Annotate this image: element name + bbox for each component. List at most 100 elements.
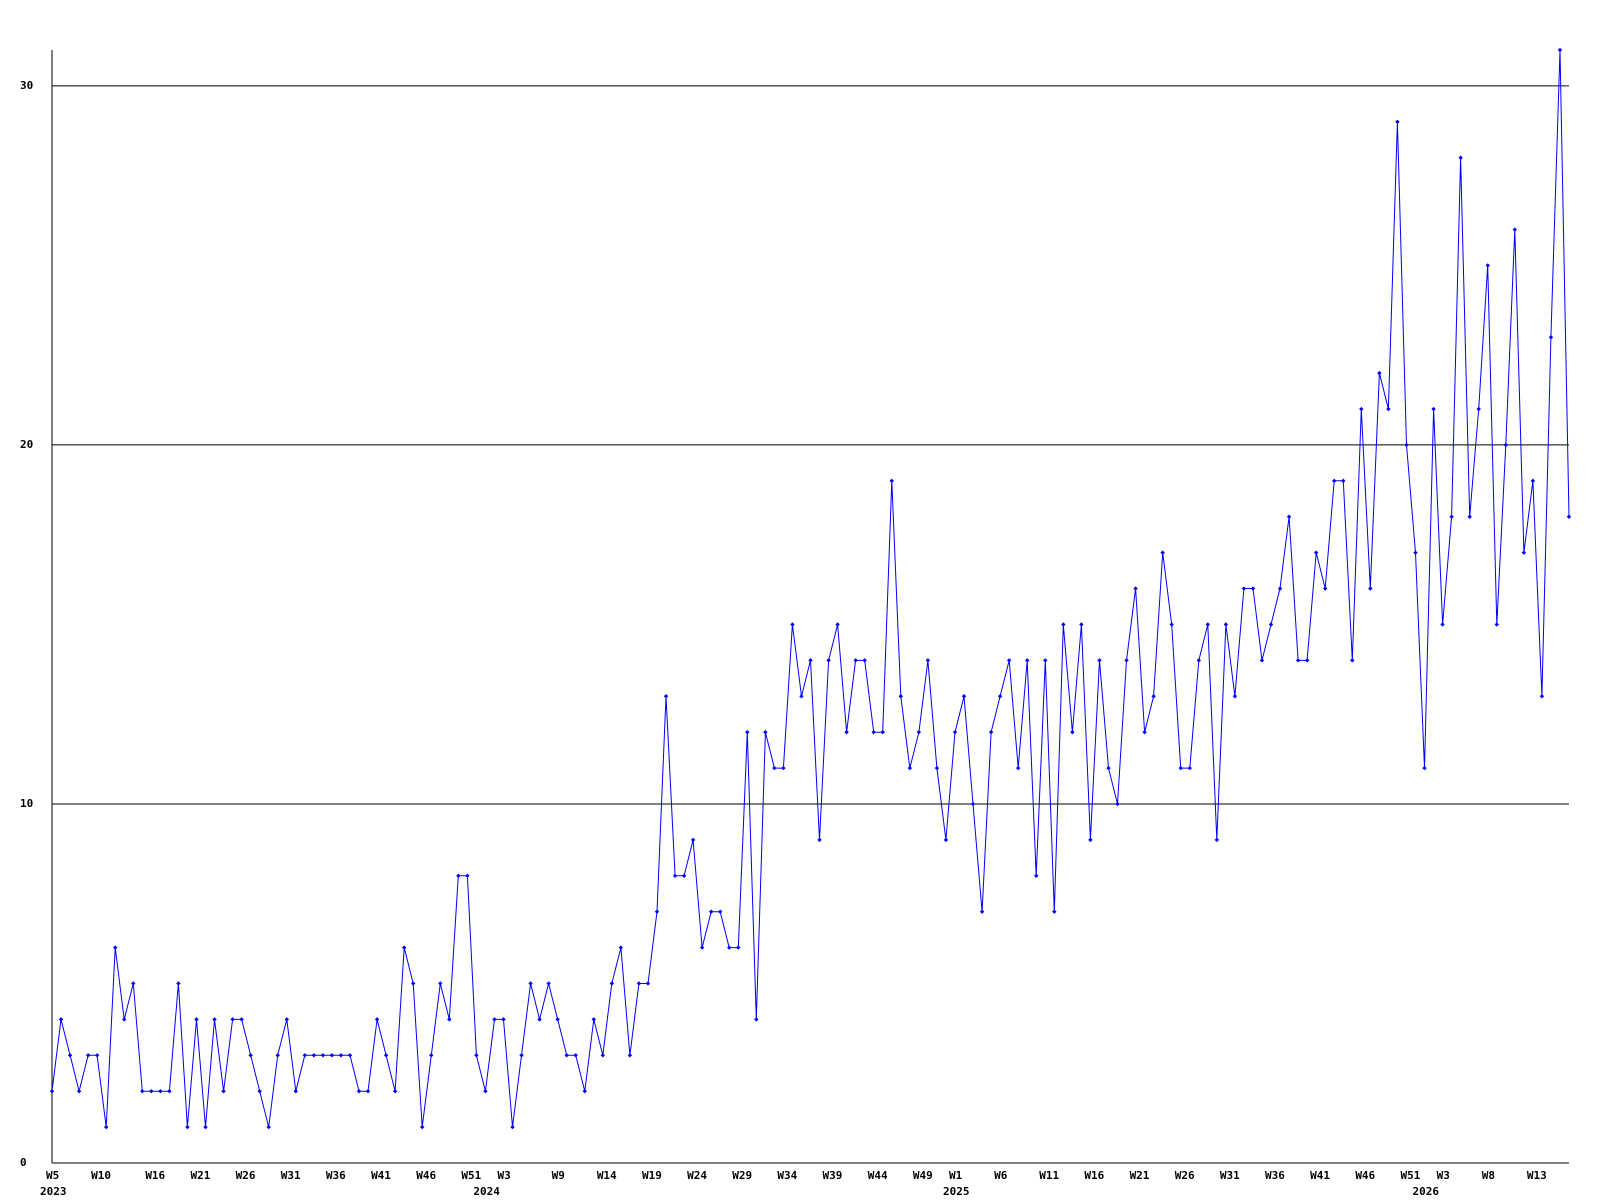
data-point (582, 1088, 587, 1094)
data-point (347, 1053, 353, 1058)
data-point (1160, 550, 1165, 555)
data-point (58, 1017, 64, 1022)
x-tick-label: W3 (1437, 1169, 1450, 1182)
data-point (1521, 550, 1527, 555)
data-point (1133, 586, 1138, 591)
data-point (943, 837, 949, 843)
data-point (248, 1053, 253, 1058)
data-point (1566, 514, 1572, 519)
data-point (311, 1053, 317, 1058)
data-point (1557, 47, 1563, 53)
data-point (708, 909, 714, 914)
data-point (1449, 514, 1454, 519)
data-point (1458, 155, 1463, 160)
data-point (745, 729, 750, 735)
data-point (970, 801, 976, 807)
data-point (790, 622, 795, 627)
x-tick-label: W3 (497, 1169, 510, 1182)
x-tick-label: W26 (1175, 1169, 1195, 1182)
data-point (862, 658, 867, 663)
data-point (555, 1017, 560, 1022)
data-point (537, 1017, 542, 1022)
data-point (438, 981, 443, 986)
data-point (1142, 729, 1147, 735)
data-point (636, 981, 642, 986)
data-point (844, 729, 849, 735)
data-point (781, 765, 786, 771)
data-point (1006, 658, 1012, 663)
data-point (618, 945, 624, 950)
data-point (600, 1053, 606, 1058)
x-tick-label: W9 (552, 1169, 565, 1182)
data-point (158, 1088, 163, 1094)
data-point (1422, 765, 1427, 771)
data-point (176, 981, 181, 986)
data-point (383, 1053, 389, 1058)
data-point (1052, 909, 1057, 914)
data-point (1530, 478, 1536, 484)
data-point (690, 837, 696, 843)
data-point (1223, 622, 1229, 627)
data-point (1304, 658, 1310, 663)
series-line (51, 49, 1570, 1128)
data-point (140, 1088, 145, 1094)
x-tick-label: W26 (236, 1169, 256, 1182)
x-tick-label: W46 (1355, 1169, 1375, 1182)
data-point (167, 1088, 172, 1094)
data-point (76, 1088, 82, 1094)
x-tick-label: W29 (732, 1169, 752, 1182)
data-point (1404, 442, 1409, 448)
data-point (67, 1053, 73, 1058)
data-point (1368, 586, 1373, 591)
data-point (492, 1017, 497, 1022)
data-point (1015, 765, 1021, 771)
data-point (889, 478, 894, 484)
data-point (817, 837, 822, 843)
data-point (609, 981, 615, 986)
data-point (1232, 694, 1238, 699)
x-tick-label: W51 (1400, 1169, 1420, 1182)
data-point (429, 1053, 434, 1058)
data-point (1395, 119, 1400, 125)
data-point (1322, 586, 1328, 591)
data-point (85, 1053, 91, 1058)
data-point (122, 1017, 127, 1022)
data-point (1043, 658, 1048, 663)
year-label: 2026 (1413, 1185, 1440, 1198)
data-point (293, 1088, 299, 1094)
data-point (94, 1053, 100, 1058)
data-point (338, 1053, 344, 1058)
data-point (320, 1053, 326, 1058)
data-point (754, 1017, 759, 1022)
data-point (591, 1017, 596, 1022)
data-point (1467, 514, 1472, 519)
data-point (329, 1053, 335, 1058)
data-point (1386, 406, 1391, 412)
x-tick-label: W11 (1039, 1169, 1059, 1182)
data-point (1079, 622, 1084, 627)
data-point (1097, 658, 1102, 663)
x-tick-label: W36 (326, 1169, 346, 1182)
data-point (221, 1088, 226, 1094)
data-point (410, 981, 416, 986)
x-tick-label: W49 (913, 1169, 933, 1182)
data-point (1286, 514, 1292, 519)
data-point (997, 694, 1003, 699)
data-point (510, 1124, 515, 1130)
data-point (284, 1017, 289, 1022)
y-tick-label: 0 (20, 1156, 27, 1169)
data-point (871, 729, 876, 735)
data-point (374, 1017, 380, 1022)
x-tick-label: W19 (642, 1169, 662, 1182)
data-point (681, 873, 687, 878)
x-tick-label: W31 (281, 1169, 301, 1182)
x-tick-label: W44 (868, 1169, 888, 1182)
data-point (727, 945, 732, 950)
data-point (519, 1053, 524, 1058)
x-tick-label: W46 (416, 1169, 436, 1182)
x-tick-label: W39 (823, 1169, 843, 1182)
y-tick-label: 10 (20, 797, 33, 810)
x-tick-label: W24 (687, 1169, 707, 1182)
data-point (501, 1017, 506, 1022)
